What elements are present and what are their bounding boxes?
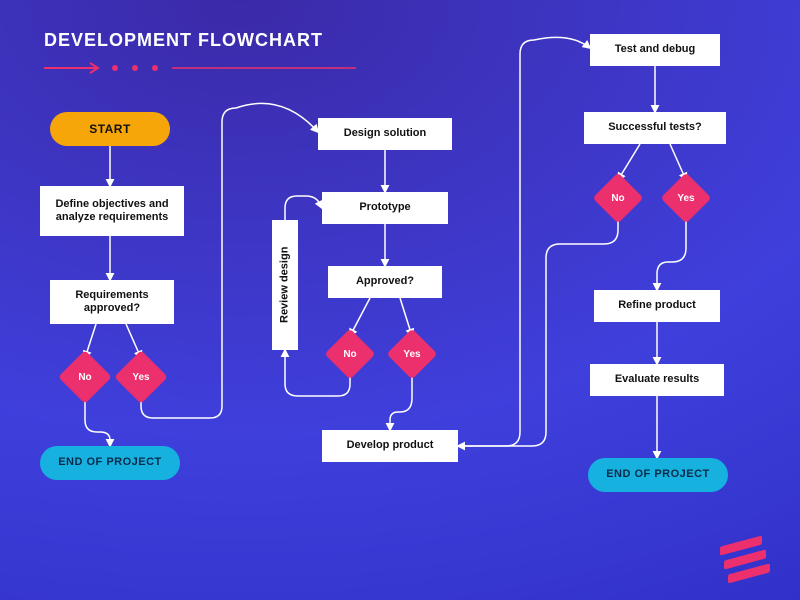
process-req_appr: Requirementsapproved?	[50, 280, 174, 324]
decision-d2_yes: Yes	[394, 336, 430, 372]
decision-d3_yes: Yes	[668, 180, 704, 216]
decision-d3_no: No	[600, 180, 636, 216]
process-design: Design solution	[318, 118, 452, 150]
decision-d2_no: No	[332, 336, 368, 372]
process-evaluate: Evaluate results	[590, 364, 724, 396]
decor-dots	[112, 65, 158, 71]
process-review: Review design	[272, 220, 298, 350]
terminator-start: START	[50, 112, 170, 146]
process-success: Successful tests?	[584, 112, 726, 144]
terminator-end1: END OF PROJECT	[40, 446, 180, 480]
decision-d1_no: No	[66, 358, 104, 396]
process-approved: Approved?	[328, 266, 442, 298]
page-title: DEVELOPMENT FLOWCHART	[44, 30, 323, 51]
process-test: Test and debug	[590, 34, 720, 66]
process-prototype: Prototype	[322, 192, 448, 224]
process-refine: Refine product	[594, 290, 720, 322]
decision-d1_yes: Yes	[122, 358, 160, 396]
terminator-end2: END OF PROJECT	[588, 458, 728, 492]
brand-logo-icon	[720, 533, 770, 591]
flowchart-canvas: DEVELOPMENT FLOWCHART START Define objecti…	[0, 0, 800, 600]
process-define: Define objectives andanalyze requirement…	[40, 186, 184, 236]
process-develop: Develop product	[322, 430, 458, 462]
